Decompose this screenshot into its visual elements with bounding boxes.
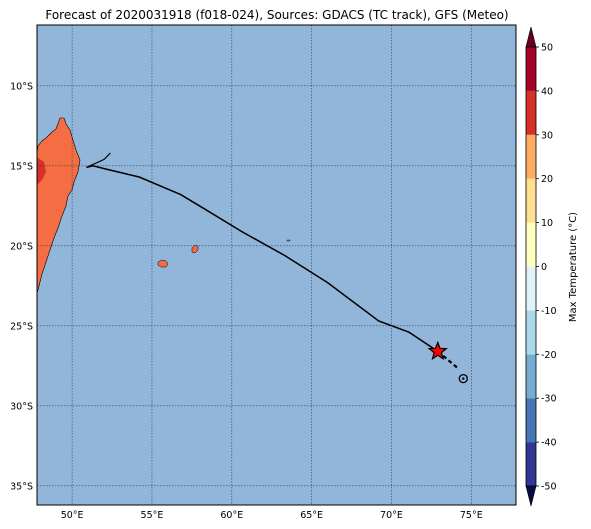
colorbar-tick-label: 20 (541, 174, 553, 185)
madagascar-hot-region (37, 158, 46, 185)
reunion-island (157, 259, 169, 268)
longitude-tick-labels: 50°E 55°E 60°E 65°E 70°E 75°E (61, 510, 483, 521)
lon-tick-label: 55°E (141, 510, 164, 521)
colorbar-tick-label: -40 (541, 438, 557, 449)
lat-tick-label: 20°S (10, 241, 33, 252)
lon-tick-label: 70°E (380, 510, 403, 521)
lat-tick-label: 10°S (10, 81, 33, 92)
graticule (37, 25, 516, 505)
lon-tick-label: 65°E (300, 510, 323, 521)
land-layer (37, 117, 291, 294)
map-panel: 50°E 55°E 60°E 65°E 70°E 75°E 10°S 15°S 20°S 25°… (10, 24, 517, 521)
lat-tick-label: 30°S (10, 401, 33, 412)
tc-track-branch (86, 152, 111, 168)
colorbar-tick-labels: 50 40 30 20 10 0 -10 -20 -30 -40 -50 (536, 43, 557, 493)
forecast-position-marker (458, 373, 468, 384)
colorbar-level (526, 266, 536, 311)
colorbar-level (526, 134, 536, 179)
mauritius-island (191, 244, 199, 254)
colorbar-under-arrow (525, 485, 537, 507)
ocean-background (37, 25, 516, 505)
map-frame (36, 24, 517, 506)
colorbar-level (526, 354, 536, 399)
colorbar-label: Max Temperature (°C) (568, 212, 579, 322)
madagascar-land (37, 117, 81, 294)
colorbar-tick-label: 0 (541, 262, 547, 273)
colorbar-level (526, 222, 536, 267)
lon-tick-label: 75°E (460, 510, 483, 521)
lon-tick-label: 50°E (61, 510, 84, 521)
colorbar-level (526, 47, 536, 91)
colorbar-over-arrow (525, 26, 537, 48)
colorbar-tick-label: -20 (541, 350, 557, 361)
lat-tick-label: 25°S (10, 321, 33, 332)
lat-tick-label: 15°S (10, 161, 33, 172)
colorbar (525, 26, 537, 507)
figure-title: Forecast of 2020031918 (f018-024), Sourc… (45, 8, 508, 22)
lat-tick-label: 35°S (10, 481, 33, 492)
rodrigues-island (286, 239, 291, 242)
colorbar-tick-label: -10 (541, 306, 557, 317)
lon-tick-label: 60°E (220, 510, 243, 521)
colorbar-level (526, 178, 536, 223)
cyclone-track-layer (86, 152, 468, 384)
current-storm-star-marker (427, 340, 448, 361)
colorbar-level (526, 310, 536, 355)
colorbar-tick-label: 40 (541, 86, 553, 97)
tc-track-line (86, 165, 439, 353)
colorbar-tick-label: -50 (541, 482, 557, 493)
colorbar-tick-label: -30 (541, 394, 557, 405)
colorbar-level (526, 398, 536, 443)
colorbar-level (526, 442, 536, 486)
colorbar-tick-label: 50 (541, 43, 553, 54)
colorbar-tick-label: 10 (541, 218, 553, 229)
colorbar-tick-label: 30 (541, 130, 553, 141)
colorbar-level (526, 90, 536, 135)
latitude-tick-labels: 10°S 15°S 20°S 25°S 30°S 35°S (10, 81, 33, 492)
